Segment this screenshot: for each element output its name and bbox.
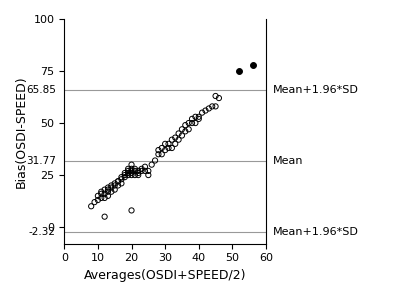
Point <box>128 170 135 175</box>
Point <box>212 94 219 98</box>
Text: Mean+1.96*SD: Mean+1.96*SD <box>273 227 359 237</box>
Point <box>155 152 162 157</box>
Point <box>128 168 135 173</box>
Point <box>196 114 202 119</box>
Point <box>125 166 131 171</box>
Point <box>158 146 165 150</box>
Point <box>199 110 205 115</box>
Point <box>102 195 108 200</box>
Point <box>112 187 118 192</box>
Point <box>189 116 195 121</box>
Point <box>128 162 135 167</box>
Point <box>158 152 165 157</box>
Y-axis label: Bias(OSDI-SPEED): Bias(OSDI-SPEED) <box>15 75 28 188</box>
Point <box>186 121 192 125</box>
Point <box>179 127 185 132</box>
Point <box>95 198 101 202</box>
Point <box>165 146 172 150</box>
Point <box>182 129 188 134</box>
Point <box>118 177 125 181</box>
Point <box>169 146 175 150</box>
Point <box>162 148 168 152</box>
Point <box>102 191 108 196</box>
Point <box>108 189 114 194</box>
Point <box>118 181 125 186</box>
Point <box>186 127 192 132</box>
Point <box>249 62 256 67</box>
Point <box>132 173 138 177</box>
Point <box>152 158 158 163</box>
Point <box>142 164 148 169</box>
Point <box>169 137 175 142</box>
Point <box>108 183 114 188</box>
Point <box>105 187 111 192</box>
Point <box>145 168 152 173</box>
Point <box>175 131 182 136</box>
Point <box>132 166 138 171</box>
Point <box>212 104 219 109</box>
Point <box>115 183 121 188</box>
Point <box>95 193 101 198</box>
Text: 65.85: 65.85 <box>26 85 56 95</box>
Point <box>135 170 142 175</box>
Point <box>105 185 111 190</box>
Point <box>102 214 108 219</box>
Point <box>115 179 121 184</box>
Point <box>98 189 104 194</box>
Point <box>115 179 121 184</box>
Point <box>125 168 131 173</box>
Point <box>172 141 178 146</box>
Point <box>128 208 135 213</box>
Point <box>125 173 131 177</box>
Point <box>105 189 111 194</box>
Point <box>112 183 118 188</box>
Point <box>189 121 195 125</box>
Point <box>91 200 98 204</box>
Point <box>98 191 104 196</box>
Point <box>135 168 142 173</box>
Point <box>128 166 135 171</box>
Point <box>88 204 94 209</box>
Point <box>125 170 131 175</box>
Point <box>138 168 145 173</box>
Point <box>122 170 128 175</box>
Point <box>105 193 111 198</box>
Point <box>122 173 128 177</box>
Point <box>206 106 212 111</box>
Point <box>128 173 135 177</box>
Text: 31.77: 31.77 <box>26 156 56 166</box>
Point <box>108 185 114 190</box>
Text: -2.32: -2.32 <box>29 227 56 237</box>
Point <box>102 187 108 192</box>
Point <box>236 69 242 73</box>
Point <box>145 173 152 177</box>
Point <box>122 175 128 179</box>
Point <box>179 133 185 138</box>
Point <box>135 173 142 177</box>
Point <box>112 181 118 186</box>
Point <box>162 141 168 146</box>
Point <box>196 116 202 121</box>
Point <box>148 162 155 167</box>
Point <box>216 96 222 100</box>
Point <box>138 166 145 171</box>
Point <box>142 168 148 173</box>
Point <box>192 114 198 119</box>
Point <box>182 123 188 127</box>
Point <box>132 168 138 173</box>
Point <box>172 135 178 140</box>
Point <box>118 175 125 179</box>
Point <box>192 121 198 125</box>
Point <box>175 137 182 142</box>
Point <box>202 108 209 113</box>
Point <box>209 104 216 109</box>
Text: Mean+1.96*SD: Mean+1.96*SD <box>273 85 359 95</box>
Point <box>165 141 172 146</box>
Point <box>155 148 162 152</box>
Point <box>98 195 104 200</box>
X-axis label: Averages(OSDI+SPEED/2): Averages(OSDI+SPEED/2) <box>84 269 246 282</box>
Text: Mean: Mean <box>273 156 304 166</box>
